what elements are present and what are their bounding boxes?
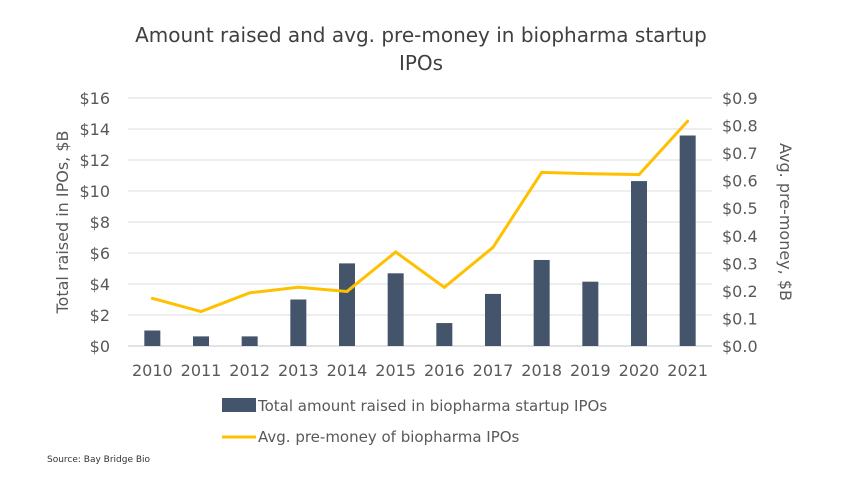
- line-point: [394, 250, 398, 254]
- x-tick-label: 2016: [424, 361, 465, 380]
- y2-tick-label: $0.4: [722, 227, 758, 246]
- line-point: [345, 289, 349, 293]
- line-point: [686, 119, 690, 123]
- y2-tick-label: $0.8: [722, 117, 758, 136]
- y2-tick-label: $0.6: [722, 172, 758, 191]
- chart-title-line2: IPOs: [399, 51, 443, 75]
- y-tick-label: $10: [79, 182, 110, 201]
- y2-tick-label: $0.5: [722, 199, 758, 218]
- y-axis-title: Total raised in IPOs, $B: [53, 131, 72, 315]
- y2-tick-label: $0.9: [722, 89, 758, 108]
- bar: [144, 330, 161, 346]
- y-tick-label: $4: [90, 275, 110, 294]
- x-tick-label: 2018: [521, 361, 562, 380]
- x-tick-label: 2015: [375, 361, 416, 380]
- bar: [387, 273, 404, 346]
- bar: [241, 336, 258, 346]
- x-tick-label: 2014: [327, 361, 368, 380]
- x-tick-label: 2011: [181, 361, 222, 380]
- bar: [679, 135, 696, 346]
- x-tick-label: 2012: [229, 361, 270, 380]
- line-point: [248, 291, 252, 295]
- line-series: [151, 120, 689, 314]
- y-tick-label: $2: [90, 306, 110, 325]
- bar: [193, 336, 209, 346]
- line-point: [199, 310, 203, 314]
- bar: [582, 281, 599, 346]
- source-note: Source: Bay Bridge Bio: [47, 455, 151, 465]
- line-point: [588, 172, 592, 176]
- y-tick-label: $12: [79, 151, 110, 170]
- line-point: [491, 245, 495, 249]
- bar: [631, 181, 647, 346]
- x-tick-label: 2019: [570, 361, 611, 380]
- y-tick-label: $14: [79, 120, 110, 139]
- legend-label-line: Avg. pre-money of biopharma IPOs: [258, 428, 520, 446]
- x-tick-label: 2020: [619, 361, 660, 380]
- y-tick-label: $0: [90, 337, 110, 356]
- y2-tick-label: $0.7: [722, 144, 758, 163]
- bar: [485, 293, 501, 346]
- line-point: [150, 296, 154, 300]
- y-tick-label: $8: [90, 213, 110, 232]
- y-tick-label: $6: [90, 244, 110, 263]
- x-tick-label: 2021: [667, 361, 708, 380]
- y-tick-label: $16: [79, 89, 110, 108]
- bar: [290, 299, 307, 346]
- chart-title: Amount raised and avg. pre-money in biop…: [135, 23, 707, 47]
- line-point: [442, 285, 446, 289]
- x-tick-label: 2013: [278, 361, 319, 380]
- y2-tick-label: $0.1: [722, 309, 758, 328]
- y2-tick-label: $0.0: [722, 337, 758, 356]
- legend-swatch-bar: [222, 398, 256, 412]
- bar: [533, 259, 550, 346]
- y2-tick-label: $0.3: [722, 254, 758, 273]
- bar: [339, 263, 355, 346]
- y2-tick-label: $0.2: [722, 282, 758, 301]
- legend-label-bar: Total amount raised in biopharma startup…: [257, 397, 607, 415]
- y2-axis-title: Avg. pre-money, $B: [776, 143, 795, 301]
- x-tick-label: 2017: [473, 361, 514, 380]
- bar: [436, 323, 453, 346]
- x-tick-label: 2010: [132, 361, 173, 380]
- line-point: [296, 285, 300, 289]
- line-point: [637, 173, 641, 177]
- line-point: [540, 170, 544, 174]
